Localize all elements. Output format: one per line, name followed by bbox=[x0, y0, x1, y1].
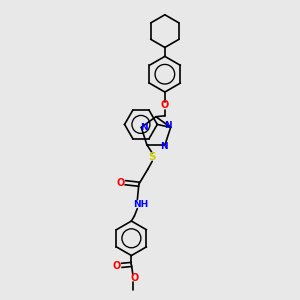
Text: O: O bbox=[130, 273, 139, 284]
Text: O: O bbox=[112, 261, 121, 271]
Text: N: N bbox=[140, 123, 147, 132]
Text: O: O bbox=[117, 178, 125, 188]
Text: NH: NH bbox=[134, 200, 149, 208]
Text: N: N bbox=[164, 122, 172, 130]
Text: S: S bbox=[148, 152, 156, 162]
Text: O: O bbox=[161, 100, 169, 110]
Text: N: N bbox=[160, 142, 167, 151]
